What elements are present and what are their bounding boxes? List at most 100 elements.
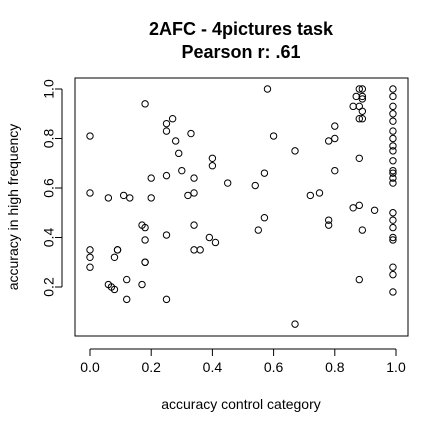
data-point	[355, 115, 363, 123]
data-point	[358, 95, 367, 103]
data-point	[141, 100, 149, 108]
data-point	[331, 122, 339, 130]
data-point	[315, 189, 324, 197]
data-point	[389, 179, 397, 187]
data-point	[123, 275, 131, 284]
data-point	[291, 147, 299, 155]
x-tick-label: 1.0	[386, 359, 406, 375]
x-tick-label: 0.8	[325, 359, 345, 375]
data-point	[86, 263, 94, 271]
data-point	[358, 85, 367, 93]
data-point	[355, 275, 363, 284]
data-point	[389, 223, 397, 232]
data-point	[162, 127, 171, 135]
chart-title: 2AFC - 4pictures task	[149, 19, 334, 39]
data-point	[141, 236, 149, 244]
x-tick-label: 0.2	[141, 359, 161, 375]
data-point	[168, 115, 177, 123]
data-point	[389, 174, 397, 182]
data-point	[205, 233, 214, 242]
data-point	[389, 209, 397, 217]
data-point	[175, 149, 183, 158]
data-point	[141, 223, 149, 232]
data-point	[389, 236, 397, 244]
data-point	[147, 174, 155, 182]
data-point	[389, 233, 397, 242]
data-point	[211, 238, 220, 247]
y-axis: 0.2 0.4 0.6 0.8 1.0	[41, 79, 63, 297]
data-point	[196, 246, 204, 254]
x-axis-label: accuracy control category	[161, 396, 321, 412]
data-point	[138, 280, 146, 289]
y-tick-label: 0.2	[41, 277, 57, 297]
y-tick-label: 0.6	[41, 178, 57, 198]
data-point	[389, 85, 397, 93]
data-point	[324, 216, 333, 224]
data-point	[190, 221, 198, 229]
data-point	[349, 102, 357, 111]
data-point	[190, 246, 198, 254]
data-point	[162, 231, 171, 239]
x-tick-label: 0.6	[264, 359, 284, 375]
data-point	[389, 166, 397, 175]
data-points	[86, 85, 397, 328]
data-point	[224, 179, 232, 187]
data-point	[162, 171, 171, 180]
data-point	[389, 288, 397, 296]
data-point	[389, 216, 397, 224]
data-point	[389, 102, 397, 111]
data-point	[104, 194, 113, 202]
data-point	[324, 221, 333, 229]
data-point	[141, 258, 149, 266]
data-point	[291, 320, 299, 328]
data-point	[355, 85, 363, 93]
data-point	[147, 194, 155, 202]
data-point	[358, 107, 367, 115]
data-point	[389, 147, 397, 155]
data-point	[389, 263, 397, 271]
data-point	[190, 174, 198, 182]
data-point	[370, 206, 379, 214]
data-point	[358, 226, 367, 234]
data-point	[306, 191, 315, 200]
data-point	[389, 169, 397, 177]
data-point	[389, 142, 397, 150]
data-point	[171, 137, 180, 145]
y-tick-label: 1.0	[41, 79, 57, 99]
data-point	[389, 134, 397, 143]
x-axis: 0.0 0.2 0.4 0.6 0.8 1.0	[80, 348, 406, 375]
data-point	[358, 92, 367, 101]
plot-area-frame	[74, 77, 409, 337]
data-point	[110, 253, 119, 261]
data-point	[208, 154, 217, 163]
data-point	[119, 191, 128, 200]
data-point	[389, 117, 397, 125]
data-point	[389, 157, 397, 165]
data-point	[86, 189, 94, 197]
data-point	[162, 119, 171, 128]
data-point	[349, 204, 357, 212]
x-tick-label: 0.4	[203, 359, 223, 375]
y-axis-label: accuracy in high frequency	[5, 124, 21, 291]
data-point	[187, 129, 195, 138]
data-point	[86, 253, 94, 261]
y-tick-label: 0.8	[41, 129, 57, 149]
data-point	[389, 127, 397, 135]
data-point	[126, 194, 134, 202]
data-point	[86, 132, 94, 140]
data-point	[208, 162, 217, 170]
data-point	[110, 285, 119, 294]
data-point	[269, 132, 278, 140]
data-point	[263, 85, 272, 93]
data-point	[162, 295, 171, 304]
data-point	[86, 246, 94, 254]
data-point	[352, 92, 360, 101]
data-point	[355, 154, 363, 163]
x-tick-label: 0.0	[80, 359, 100, 375]
data-point	[358, 115, 367, 123]
data-point	[389, 110, 397, 118]
data-point	[184, 191, 192, 200]
data-point	[251, 181, 259, 190]
data-point	[331, 134, 339, 143]
